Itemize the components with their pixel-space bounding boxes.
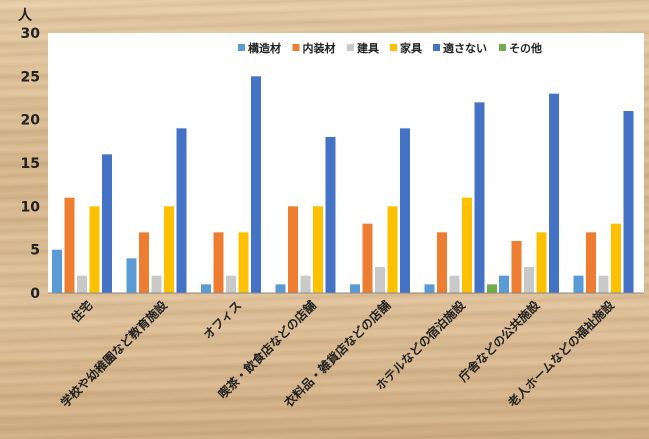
legend-swatch: [238, 44, 245, 51]
y-tick-label: 10: [21, 199, 41, 215]
bar: [623, 111, 634, 293]
x-tick-label: 住宅: [68, 298, 96, 326]
bar: [313, 206, 323, 293]
legend-label: 構造材: [248, 41, 281, 55]
bar: [424, 284, 435, 293]
bar: [251, 76, 261, 293]
legend-swatch: [292, 44, 300, 51]
bar: [238, 232, 249, 293]
bar: [288, 206, 298, 293]
y-tick-label: 30: [21, 26, 41, 42]
bar: [77, 275, 87, 293]
bar: [499, 275, 509, 293]
legend-swatch: [347, 44, 354, 51]
bar: [325, 137, 336, 293]
x-tick-label: 庁舎などの公共施設: [455, 297, 543, 385]
bar: [350, 284, 360, 293]
bar: [151, 275, 162, 293]
bar: [275, 284, 286, 293]
bar: [213, 232, 224, 293]
bar: [176, 128, 187, 293]
legend-swatch: [499, 44, 506, 51]
bar: [536, 232, 547, 293]
bar-series: [52, 76, 634, 294]
bar: [139, 232, 149, 293]
y-axis-unit-label: 人: [18, 7, 33, 24]
bar: [362, 223, 373, 293]
bar: [89, 206, 100, 293]
legend-swatch: [390, 44, 397, 51]
x-tick-label: オフィス: [201, 298, 245, 342]
bar: [400, 128, 410, 293]
y-tick-label: 15: [21, 156, 40, 172]
bar: [462, 197, 472, 293]
bar: [586, 232, 596, 293]
bar: [387, 206, 398, 293]
bar: [598, 275, 609, 293]
legend-label: 適さない: [443, 41, 487, 55]
bar: [126, 258, 137, 293]
bar: [102, 154, 112, 293]
y-tick-label: 0: [30, 286, 40, 302]
bar: [64, 197, 75, 293]
bar: [300, 275, 311, 293]
y-tick-label: 20: [21, 113, 41, 129]
legend-label: 建具: [357, 41, 379, 55]
bar: [449, 275, 460, 293]
bar: [201, 284, 211, 293]
bar: [437, 232, 447, 293]
legend-label: 内装材: [303, 41, 336, 55]
bar: [511, 241, 522, 293]
bar: [573, 275, 584, 293]
y-axis-ticks: 0 5 10 15 20 25 30: [21, 26, 41, 302]
legend: 構造材 内装材 建具 家具 適さない その他: [238, 41, 542, 55]
legend-label: その他: [509, 41, 542, 55]
bar: [375, 267, 385, 293]
bar: [487, 284, 497, 293]
y-tick-label: 25: [21, 69, 40, 85]
legend-label: 家具: [400, 41, 422, 55]
bar: [474, 102, 485, 293]
bar: [164, 206, 174, 293]
bar: [52, 249, 62, 293]
bar: [611, 223, 621, 293]
bar: [226, 275, 236, 293]
bar: [524, 267, 534, 293]
y-tick-label: 5: [30, 243, 40, 259]
bar: [549, 93, 559, 294]
legend-swatch: [433, 44, 440, 51]
